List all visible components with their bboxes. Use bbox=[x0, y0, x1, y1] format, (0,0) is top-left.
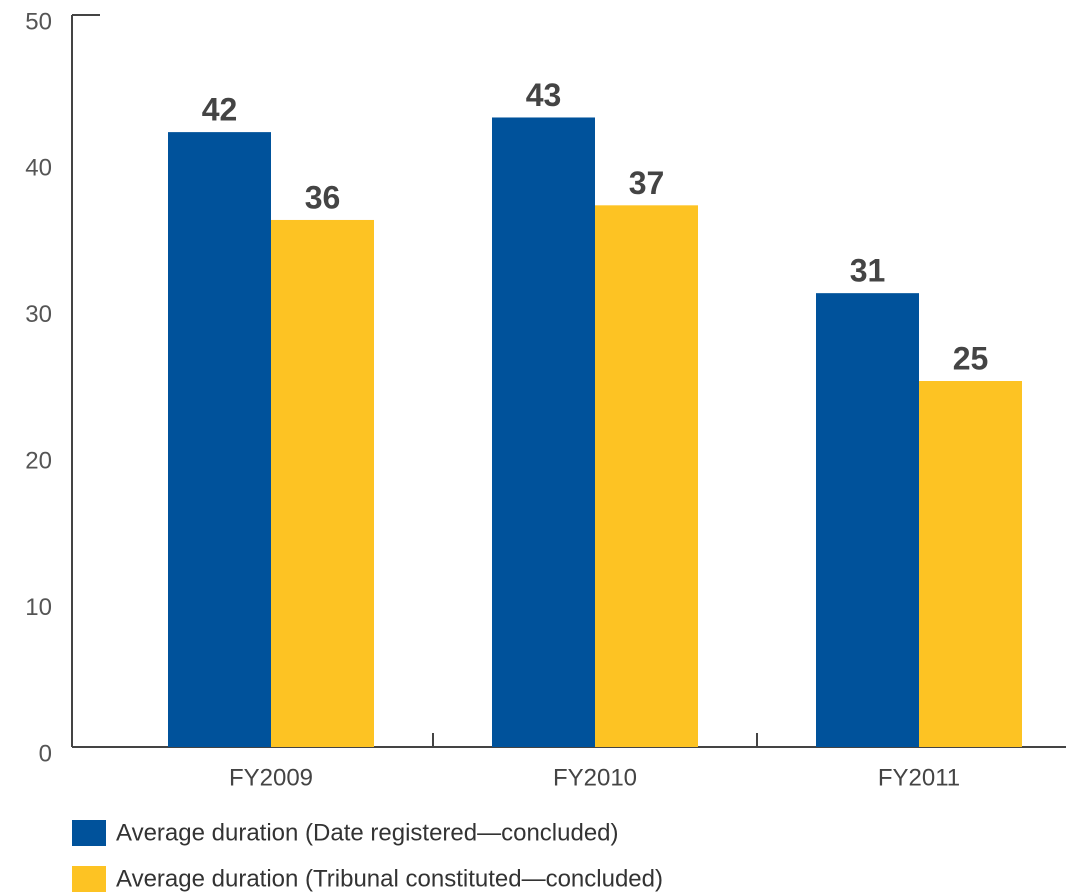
y-tick-label: 40 bbox=[25, 155, 52, 182]
x-tick-label: FY2011 bbox=[878, 764, 960, 791]
value-label: 37 bbox=[629, 165, 665, 201]
value-label: 25 bbox=[953, 340, 989, 376]
legend-label: Average duration (Tribunal constituted—c… bbox=[116, 865, 663, 892]
legend-label: Average duration (Date registered—conclu… bbox=[116, 819, 619, 846]
bar bbox=[919, 381, 1022, 747]
value-label: 36 bbox=[305, 179, 341, 215]
x-tick-label: FY2010 bbox=[553, 764, 637, 791]
bar bbox=[816, 293, 919, 747]
y-tick-label: 20 bbox=[25, 448, 52, 475]
bar bbox=[492, 117, 595, 748]
y-tick-label: 10 bbox=[25, 594, 52, 621]
bar bbox=[595, 205, 698, 747]
value-label: 42 bbox=[202, 92, 238, 128]
y-tick-label: 50 bbox=[25, 8, 52, 35]
y-tick-label: 30 bbox=[25, 301, 52, 328]
legend-swatch bbox=[72, 820, 106, 846]
bar bbox=[271, 219, 374, 747]
x-tick-label: FY2009 bbox=[229, 764, 313, 791]
value-label: 43 bbox=[526, 77, 562, 113]
y-tick-label: 0 bbox=[39, 740, 52, 767]
legend-swatch bbox=[72, 866, 106, 892]
bar bbox=[168, 132, 271, 747]
value-label: 31 bbox=[850, 253, 886, 289]
